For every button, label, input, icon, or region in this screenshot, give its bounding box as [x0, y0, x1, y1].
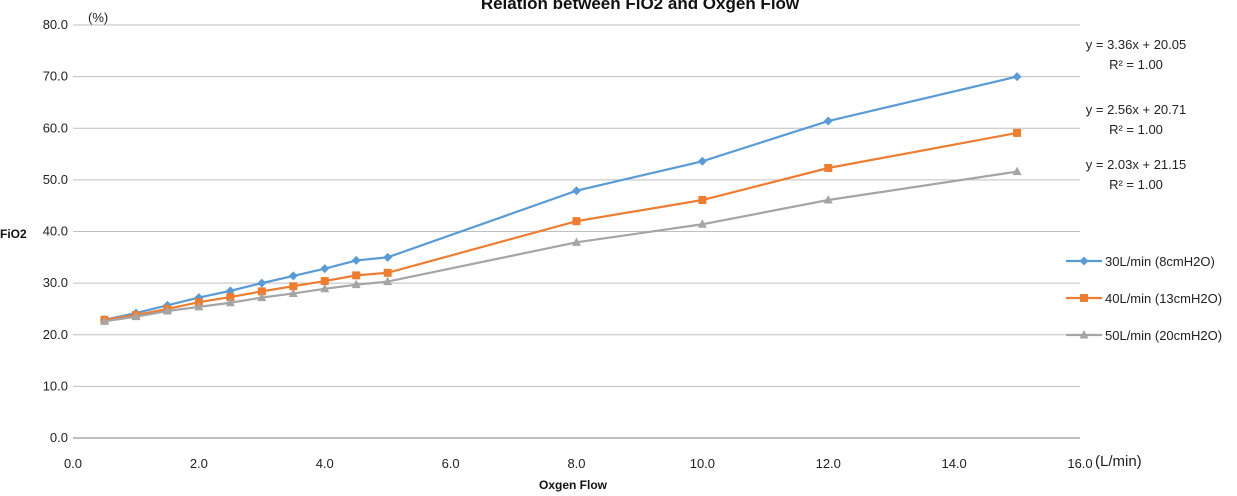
series-layer [99, 72, 1022, 325]
data-point [572, 217, 581, 226]
trendline-equation: y = 2.03x + 21.15 [1086, 157, 1186, 172]
data-point [698, 196, 707, 205]
legend-item: 30L/min (8cmH2O) [1066, 254, 1215, 269]
y-tick-label: 60.0 [43, 120, 68, 135]
x-tick-label: 12.0 [816, 456, 841, 471]
data-point [320, 283, 330, 293]
grid-lines [73, 24, 1080, 387]
series-3 [99, 166, 1022, 325]
data-point [226, 293, 235, 302]
data-point [320, 277, 329, 286]
data-point [131, 311, 141, 321]
data-point [194, 301, 204, 311]
y-axis-label: FiO2 [0, 227, 27, 241]
trendline-r2: R² = 1.00 [1109, 177, 1163, 192]
series-1 [99, 72, 1022, 325]
data-point [1013, 128, 1022, 137]
data-point [823, 195, 833, 204]
series-line [104, 131, 1018, 321]
legend-item: 50L/min (20cmH2O) [1066, 328, 1222, 343]
data-point [225, 297, 235, 307]
trendline-equations: y = 3.36x + 20.05 R² = 1.00 y = 2.56x + 20… [1086, 37, 1186, 192]
data-point [289, 282, 298, 291]
y-tick-label: 20.0 [43, 327, 68, 342]
y-tick-label: 70.0 [43, 69, 68, 84]
data-point [572, 237, 581, 246]
data-point [824, 164, 833, 173]
y-tick-labels: 0.0 10.0 20.0 30.0 40.0 50.0 60.0 70.0 80.0 [43, 17, 68, 445]
chart-title: Relation between FiO2 and Oxgen Flow [481, 0, 800, 13]
x-axis-label: Oxgen Flow [539, 478, 608, 492]
legend-item: 40L/min (13cmH2O) [1066, 291, 1222, 306]
trendline-equation: y = 3.36x + 20.05 [1086, 37, 1186, 52]
data-point [1012, 72, 1022, 82]
data-point [99, 316, 109, 325]
x-tick-label: 8.0 [567, 456, 585, 471]
y-unit-label: (%) [88, 10, 108, 25]
data-point [1012, 166, 1022, 176]
x-tick-label: 14.0 [941, 456, 966, 471]
x-tick-label: 0.0 [64, 456, 82, 471]
trendline-r2: R² = 1.00 [1109, 57, 1163, 72]
data-point [351, 255, 361, 265]
data-point [823, 116, 833, 126]
data-point [383, 252, 393, 262]
x-tick-label: 4.0 [316, 456, 334, 471]
x-tick-labels: 0.0 2.0 4.0 6.0 8.0 10.0 12.0 14.0 16.0 [64, 456, 1093, 471]
legend: 30L/min (8cmH2O) 40L/min (13cmH2O) 50L/min… [1066, 254, 1222, 343]
y-tick-label: 50.0 [43, 172, 68, 187]
trendline-equation: y = 2.56x + 20.71 [1086, 102, 1186, 117]
data-point [257, 292, 267, 302]
legend-marker [1079, 330, 1089, 339]
data-point [288, 271, 298, 281]
data-point [383, 276, 393, 286]
legend-label: 50L/min (20cmH2O) [1105, 328, 1222, 343]
x-unit-label: (L/min) [1095, 453, 1142, 470]
data-point [351, 279, 361, 289]
series-line [104, 170, 1018, 323]
y-tick-label: 40.0 [43, 224, 68, 239]
data-point [257, 278, 267, 288]
data-point [352, 271, 361, 280]
legend-marker [1079, 256, 1089, 266]
y-tick-label: 10.0 [43, 378, 68, 393]
data-point [257, 287, 266, 296]
data-point [697, 156, 707, 166]
x-tick-label: 2.0 [190, 456, 208, 471]
data-point [572, 186, 581, 196]
x-tick-label: 16.0 [1067, 456, 1092, 471]
x-tick-label: 6.0 [442, 456, 460, 471]
legend-label: 40L/min (13cmH2O) [1105, 291, 1222, 306]
trendline-r2: R² = 1.00 [1109, 122, 1163, 137]
data-point [383, 268, 392, 277]
data-point [697, 219, 707, 228]
legend-marker [1080, 294, 1088, 302]
x-tick-label: 10.0 [690, 456, 715, 471]
data-point [288, 288, 298, 297]
y-tick-label: 30.0 [43, 275, 68, 290]
y-tick-label: 0.0 [50, 430, 68, 445]
series-2 [100, 128, 1022, 324]
series-line [104, 75, 1018, 321]
data-point [320, 264, 330, 274]
legend-label: 30L/min (8cmH2O) [1105, 254, 1215, 269]
data-point [162, 306, 172, 315]
y-tick-label: 80.0 [43, 17, 68, 32]
